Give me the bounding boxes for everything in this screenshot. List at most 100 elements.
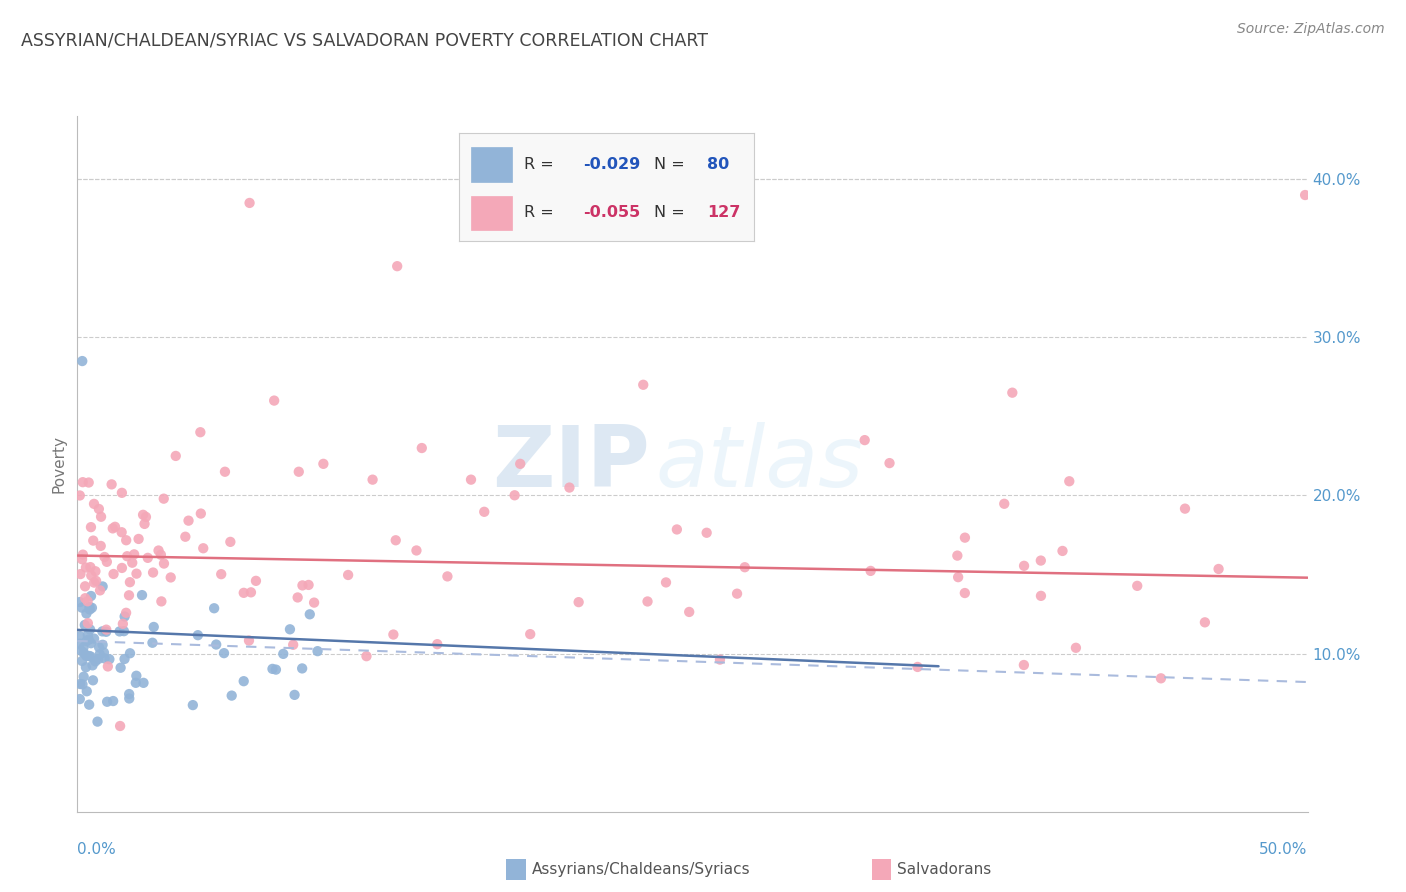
Point: [118, 588, 141, 602]
Point: [96, 695, 118, 709]
Point: [472, 505, 495, 519]
Point: [132, 508, 155, 522]
Point: [114, 609, 136, 624]
Text: 0.0%: 0.0%: [77, 842, 117, 857]
Point: [202, 601, 225, 615]
Point: [72, 640, 94, 655]
Bar: [471, 196, 512, 230]
Point: [239, 195, 262, 210]
Point: [1012, 658, 1035, 673]
Point: [98, 652, 121, 666]
Point: [993, 497, 1015, 511]
Point: [83, 497, 105, 511]
Point: [633, 377, 655, 392]
Point: [93, 646, 115, 660]
Text: ASSYRIAN/CHALDEAN/SYRIAC VS SALVADORAN POVERTY CORRELATION CHART: ASSYRIAN/CHALDEAN/SYRIAC VS SALVADORAN P…: [21, 31, 709, 49]
Point: [503, 488, 526, 502]
Point: [73, 618, 96, 632]
Point: [118, 575, 141, 590]
Point: [859, 564, 882, 578]
Point: [75, 560, 97, 574]
Point: [80, 520, 103, 534]
Point: [907, 660, 929, 674]
Point: [96, 623, 118, 637]
Point: [89, 647, 111, 661]
Point: [76, 594, 98, 608]
Point: [115, 606, 138, 620]
Point: [385, 259, 409, 273]
Point: [104, 520, 127, 534]
Point: [678, 605, 700, 619]
Point: [114, 652, 136, 666]
Point: [70, 354, 93, 368]
Point: [150, 594, 173, 608]
Point: [298, 607, 321, 622]
Point: [1029, 589, 1052, 603]
Point: [111, 561, 134, 575]
Point: [72, 475, 94, 490]
Point: [77, 698, 100, 712]
Point: [75, 660, 97, 674]
Point: [946, 570, 969, 584]
Point: [337, 568, 360, 582]
Point: [125, 675, 148, 690]
Point: [291, 578, 314, 592]
Point: [709, 652, 731, 666]
Point: [142, 620, 165, 634]
Point: [73, 646, 96, 660]
Point: [263, 393, 285, 408]
Point: [82, 673, 104, 688]
Point: [75, 648, 97, 663]
Point: [1012, 558, 1035, 573]
Point: [79, 623, 101, 637]
Point: [84, 574, 107, 588]
Point: [111, 525, 134, 540]
Point: [356, 649, 378, 664]
Point: [69, 692, 91, 706]
Point: [953, 586, 976, 600]
Point: [853, 433, 876, 447]
Point: [132, 676, 155, 690]
Point: [84, 564, 107, 578]
Point: [734, 560, 756, 574]
Point: [69, 567, 91, 582]
Point: [214, 465, 236, 479]
Point: [288, 465, 311, 479]
Point: [125, 669, 148, 683]
Point: [73, 670, 96, 684]
Point: [69, 637, 91, 651]
Point: [278, 622, 301, 636]
Point: [77, 632, 100, 647]
Point: [193, 541, 215, 556]
Point: [76, 634, 98, 648]
Point: [83, 632, 105, 646]
Point: [69, 677, 91, 691]
Text: atlas: atlas: [655, 422, 863, 506]
Point: [181, 698, 204, 712]
Point: [1126, 579, 1149, 593]
Point: [70, 654, 93, 668]
Point: [87, 652, 110, 666]
Text: 80: 80: [707, 157, 728, 172]
Point: [1064, 640, 1087, 655]
Point: [111, 616, 134, 631]
Point: [188, 425, 212, 440]
Point: [79, 602, 101, 616]
Point: [245, 574, 267, 588]
Point: [209, 567, 232, 582]
Text: 127: 127: [707, 204, 740, 219]
Point: [637, 594, 659, 608]
Point: [1052, 544, 1074, 558]
Point: [1150, 671, 1173, 685]
Point: [108, 719, 131, 733]
Point: [87, 502, 110, 516]
Point: [101, 521, 124, 535]
Point: [953, 531, 976, 545]
Text: ZIP: ZIP: [492, 422, 650, 506]
Point: [558, 481, 581, 495]
Point: [125, 566, 148, 581]
Point: [135, 510, 157, 524]
Point: [93, 549, 115, 564]
Point: [94, 624, 117, 639]
Point: [405, 543, 427, 558]
